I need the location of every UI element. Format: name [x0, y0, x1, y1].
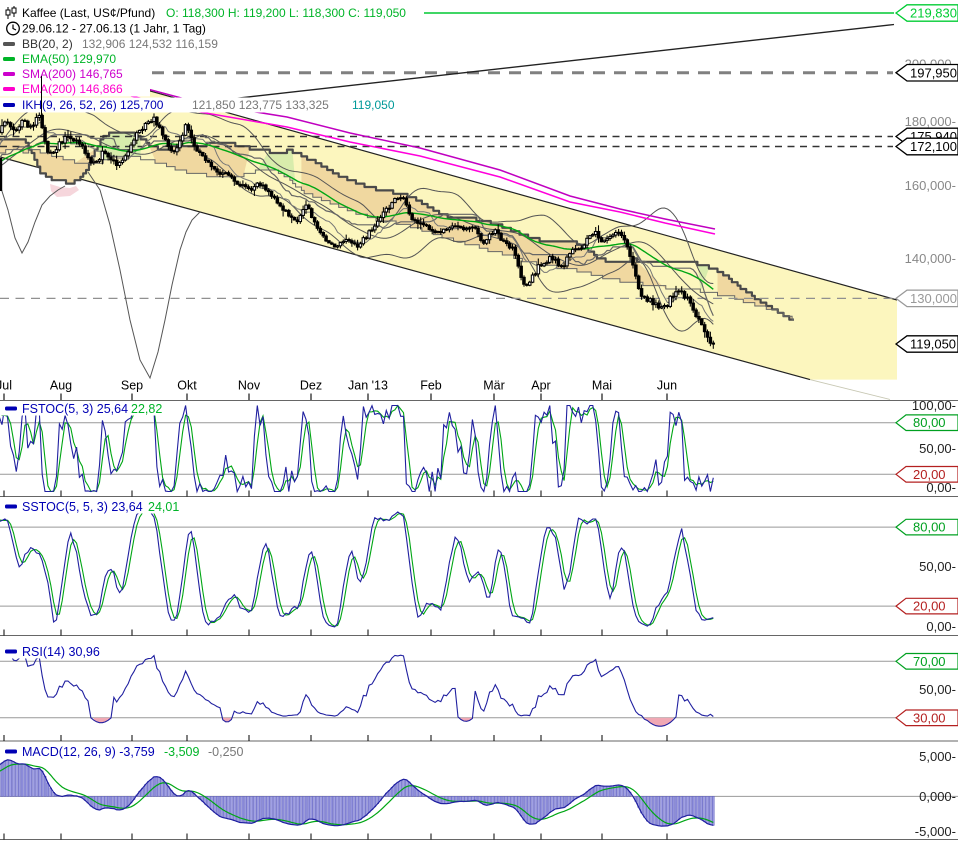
- svg-text:24,01: 24,01: [148, 500, 179, 514]
- svg-text:29.06.12 - 27.06.13 (1 Jahr, 1: 29.06.12 - 27.06.13 (1 Jahr, 1 Tag): [22, 22, 206, 36]
- svg-text:50,00-: 50,00-: [919, 559, 956, 574]
- svg-text:O: 118,300 H: 119,200 L: 118,3: O: 118,300 H: 119,200 L: 118,300 C: 119,…: [166, 6, 406, 20]
- svg-text:EMA(200) 146,866: EMA(200) 146,866: [22, 82, 123, 96]
- svg-text:Okt: Okt: [177, 379, 197, 393]
- svg-text:Jun: Jun: [657, 379, 677, 393]
- svg-text:FSTOC(5, 3) 25,64: FSTOC(5, 3) 25,64: [22, 402, 128, 416]
- svg-text:Mär: Mär: [483, 379, 505, 393]
- svg-text:70,00: 70,00: [913, 654, 946, 669]
- svg-text:-0,250: -0,250: [208, 745, 243, 759]
- svg-text:50,00-: 50,00-: [919, 441, 956, 456]
- svg-text:IKH(9, 26, 52, 26) 125,700: IKH(9, 26, 52, 26) 125,700: [22, 98, 164, 112]
- svg-text:Kaffee (Last, US¢/Pfund): Kaffee (Last, US¢/Pfund): [22, 6, 155, 20]
- svg-text:-5,000-: -5,000-: [915, 824, 956, 839]
- svg-text:0,000-: 0,000-: [919, 789, 956, 804]
- svg-text:180,000-: 180,000-: [905, 114, 956, 129]
- svg-text:Aug: Aug: [50, 379, 72, 393]
- svg-text:EMA(50) 129,970: EMA(50) 129,970: [22, 52, 116, 66]
- svg-text:197,950: 197,950: [910, 65, 957, 80]
- svg-text:30,00: 30,00: [913, 710, 946, 725]
- svg-text:MACD(12, 26, 9) -3,759: MACD(12, 26, 9) -3,759: [22, 745, 155, 759]
- svg-text:Jan '13: Jan '13: [348, 379, 388, 393]
- svg-text:119,050: 119,050: [352, 98, 395, 112]
- svg-text:132,906 124,532 116,159: 132,906 124,532 116,159: [82, 37, 218, 51]
- svg-text:219,830: 219,830: [910, 6, 957, 21]
- svg-text:BB(20, 2): BB(20, 2): [22, 37, 73, 51]
- svg-text:80,00: 80,00: [913, 415, 946, 430]
- svg-text:Dez: Dez: [300, 379, 322, 393]
- svg-text:SSTOC(5, 5, 3) 23,64: SSTOC(5, 5, 3) 23,64: [22, 500, 143, 514]
- svg-text:Mai: Mai: [592, 379, 612, 393]
- svg-text:-3,509: -3,509: [164, 745, 199, 759]
- svg-text:Feb: Feb: [420, 379, 442, 393]
- svg-text:0,00-: 0,00-: [926, 480, 956, 495]
- svg-text:172,100: 172,100: [910, 139, 957, 154]
- svg-text:121,850 123,775 133,325: 121,850 123,775 133,325: [192, 98, 329, 112]
- svg-text:140,000-: 140,000-: [905, 251, 956, 266]
- svg-text:22,82: 22,82: [131, 402, 162, 416]
- svg-text:RSI(14) 30,96: RSI(14) 30,96: [22, 645, 100, 659]
- svg-text:Sep: Sep: [121, 379, 143, 393]
- svg-text:100,00-: 100,00-: [912, 398, 956, 413]
- svg-text:119,050: 119,050: [910, 337, 956, 352]
- svg-text:50,00-: 50,00-: [919, 682, 956, 697]
- svg-text:160,000-: 160,000-: [905, 178, 956, 193]
- svg-text:0,00-: 0,00-: [926, 619, 956, 634]
- svg-text:SMA(200) 146,765: SMA(200) 146,765: [22, 67, 123, 81]
- svg-text:20,00: 20,00: [913, 599, 946, 614]
- svg-text:5,000-: 5,000-: [919, 749, 956, 764]
- svg-text:130,000: 130,000: [910, 291, 957, 306]
- svg-text:Jul: Jul: [0, 379, 12, 393]
- svg-text:Nov: Nov: [238, 379, 261, 393]
- svg-text:80,00: 80,00: [913, 520, 946, 535]
- svg-text:Apr: Apr: [531, 379, 550, 393]
